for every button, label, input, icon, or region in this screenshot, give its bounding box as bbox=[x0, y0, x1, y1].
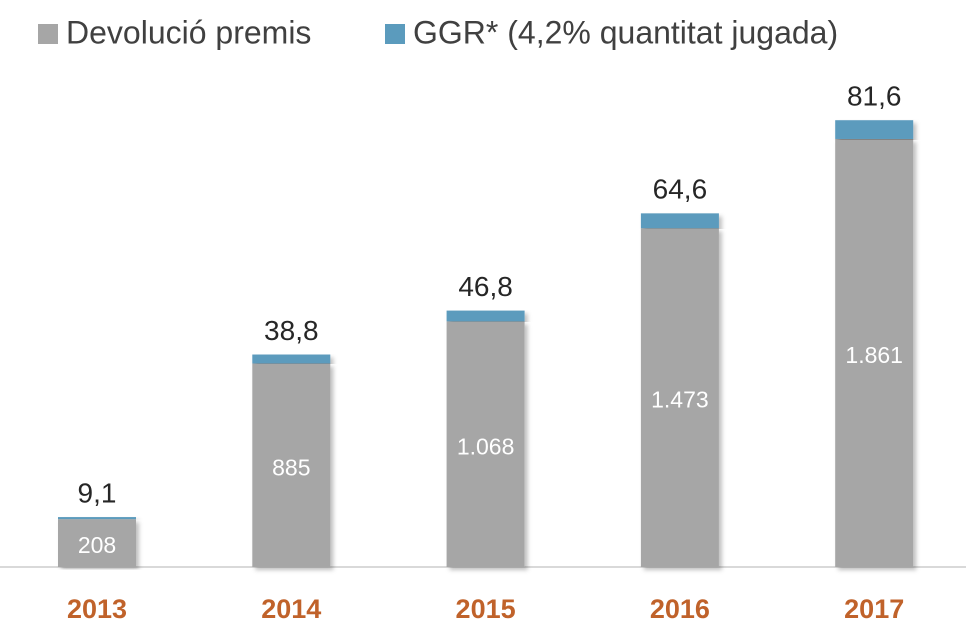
bar-segment bbox=[58, 517, 136, 520]
value-label: 9,1 bbox=[78, 477, 117, 508]
bar-segment bbox=[835, 138, 914, 567]
value-label: 1.861 bbox=[845, 342, 903, 368]
legend-swatch bbox=[38, 24, 58, 44]
value-label: 64,6 bbox=[653, 174, 708, 205]
bar-segment bbox=[252, 363, 331, 567]
legend-label: GGR* (4,2% quantitat jugada) bbox=[413, 14, 838, 50]
x-tick-label: 2015 bbox=[456, 594, 516, 624]
bar-segment bbox=[640, 228, 719, 567]
bar-segment bbox=[835, 120, 914, 139]
x-tick-label: 2017 bbox=[844, 594, 904, 624]
bar-segment bbox=[640, 213, 719, 229]
x-tick-label: 2016 bbox=[650, 594, 710, 624]
bar-segment bbox=[446, 321, 525, 567]
bar-segment bbox=[58, 519, 136, 567]
value-label: 81,6 bbox=[847, 81, 902, 112]
legend-label: Devolució premis bbox=[66, 14, 311, 50]
value-label: 1.068 bbox=[457, 433, 515, 459]
value-label: 1.473 bbox=[651, 387, 709, 413]
bar-segment bbox=[446, 310, 525, 322]
legend-swatch bbox=[385, 24, 405, 44]
x-tick-label: 2014 bbox=[261, 594, 321, 624]
bar-segment bbox=[252, 354, 331, 364]
value-label: 38,8 bbox=[264, 315, 319, 346]
x-tick-label: 2013 bbox=[67, 594, 127, 624]
value-label: 208 bbox=[78, 532, 116, 558]
value-label: 46,8 bbox=[458, 271, 513, 302]
value-label: 885 bbox=[272, 454, 310, 480]
